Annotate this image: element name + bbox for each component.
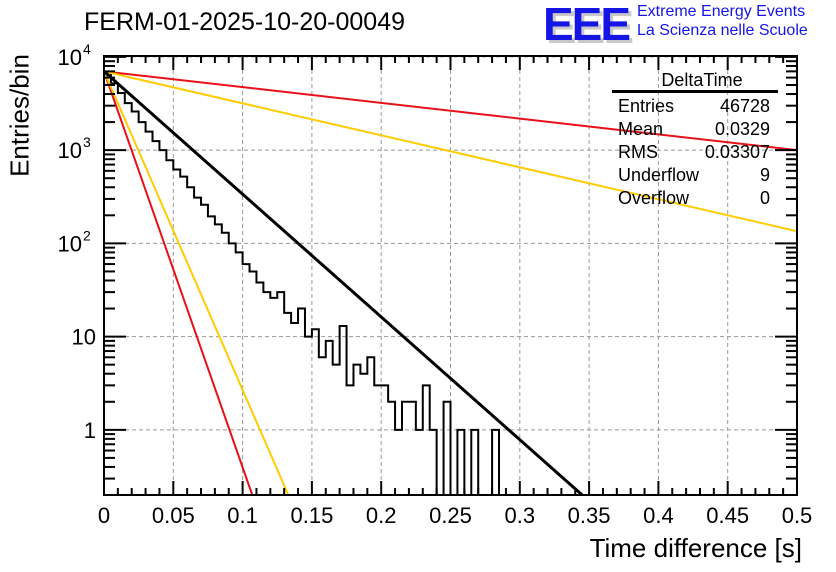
stats-value: 0.0329 [714, 119, 770, 139]
x-tick-labels: 0 0.05 0.1 0.15 0.2 0.25 0.3 0.35 0.4 0.45 0.5 [98, 503, 812, 528]
stats-label: RMS [618, 142, 658, 162]
y-tick-label: 10 [72, 325, 96, 350]
x-tick-label: 0.35 [568, 503, 611, 528]
y-tick-exponent: 3 [83, 134, 91, 150]
y-tick-label: 10 [58, 231, 82, 256]
y-tick-label: 1 [84, 418, 96, 443]
stats-value: 9 [759, 165, 770, 185]
stats-label: Overflow [618, 188, 690, 208]
stats-title: DeltaTime [612, 70, 778, 93]
y-tick-exponent: 4 [83, 41, 91, 57]
y-axis-label: Entries/bin [4, 54, 35, 177]
x-tick-label: 0.3 [505, 503, 536, 528]
fit-lines [103, 70, 798, 497]
series-yellow-steep [103, 70, 290, 496]
stats-value: 46728 [719, 96, 770, 116]
stats-label: Entries [618, 96, 675, 116]
x-tick-label: 0.25 [429, 503, 472, 528]
stats-row-rms: RMS 0.03307 [612, 141, 778, 164]
chart-title: FERM-01-2025-10-20-00049 [84, 8, 406, 36]
x-axis-label: Time difference [s] [589, 533, 802, 563]
y-tick-label: 10 [58, 138, 82, 163]
stats-value: 0.03307 [704, 142, 770, 162]
x-tick-label: 0.5 [782, 503, 813, 528]
y-tick-label: 10 [58, 45, 82, 70]
stats-row-overflow: Overflow 0 [612, 187, 778, 210]
stats-box: DeltaTime Entries 46728 Mean 0.0329 RMS … [612, 70, 778, 210]
x-tick-label: 0.4 [643, 503, 674, 528]
stats-row-mean: Mean 0.0329 [612, 118, 778, 141]
x-tick-label: 0.45 [706, 503, 749, 528]
stats-row-entries: Entries 46728 [612, 95, 778, 118]
series-red-shallow [103, 70, 798, 152]
stats-row-underflow: Underflow 9 [612, 164, 778, 187]
axes [103, 55, 798, 496]
x-tick-label: 0.15 [290, 503, 333, 528]
stats-label: Underflow [618, 165, 700, 185]
x-tick-label: 0.1 [227, 503, 258, 528]
series-fit [103, 70, 584, 497]
logo-line-2: La Scienza nelle Scuole [637, 22, 808, 39]
x-tick-label: 0.2 [366, 503, 397, 528]
logo-caption: Extreme Energy Events La Scienza nelle S… [637, 2, 808, 40]
x-tick-label: 0 [98, 503, 110, 528]
logo-line-1: Extreme Energy Events [637, 3, 806, 20]
eee-logo: EEE [543, 0, 631, 50]
series-yellow-shallow [103, 70, 798, 233]
stats-value: 0 [759, 188, 770, 208]
stats-label: Mean [618, 119, 664, 139]
series-red-steep [103, 71, 254, 496]
x-tick-label: 0.05 [152, 503, 195, 528]
y-tick-exponent: 2 [83, 227, 91, 243]
